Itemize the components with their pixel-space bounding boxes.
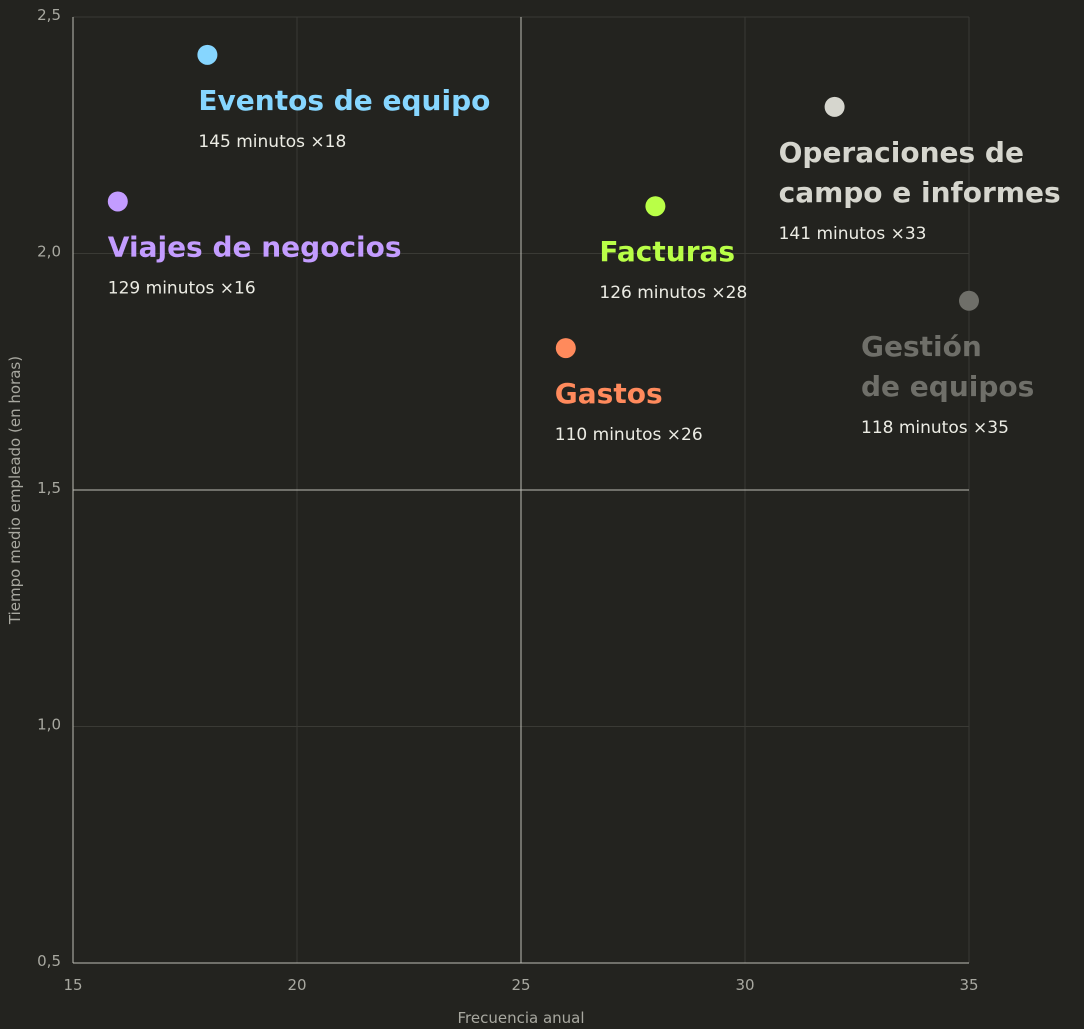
y-tick-label: 2,0 <box>37 243 61 261</box>
y-tick-label: 0,5 <box>37 952 61 970</box>
point-label: Viajes de negocios <box>108 230 402 263</box>
point-label: campo e informes <box>779 176 1061 209</box>
point-label: Operaciones de <box>779 136 1024 169</box>
point <box>824 96 845 117</box>
point <box>107 191 128 212</box>
point-note: 126 minutos ×28 <box>599 283 747 303</box>
point-note: 118 minutos ×35 <box>861 418 1009 438</box>
y-tick-label: 2,5 <box>37 6 61 24</box>
x-tick-label: 20 <box>287 976 306 994</box>
point-label: Gastos <box>555 377 663 410</box>
point <box>197 44 218 65</box>
x-tick-label: 35 <box>959 976 978 994</box>
point-label: Eventos de equipo <box>198 84 490 117</box>
y-tick-label: 1,5 <box>37 479 61 497</box>
y-tick-label: 1,0 <box>37 716 61 734</box>
point-label: Facturas <box>599 235 735 268</box>
x-tick-label: 30 <box>735 976 754 994</box>
point-note: 129 minutos ×16 <box>108 278 256 298</box>
point-note: 110 minutos ×26 <box>555 425 703 445</box>
point-label: de equipos <box>861 370 1034 403</box>
point <box>959 290 979 311</box>
point-note: 141 minutos ×33 <box>779 224 927 244</box>
x-tick-label: 25 <box>511 976 530 994</box>
x-tick-label: 15 <box>63 976 82 994</box>
point-label: Gestión <box>861 330 982 363</box>
point <box>555 338 576 359</box>
y-axis-label: Tiempo medio empleado (en horas) <box>6 356 24 625</box>
point-note: 145 minutos ×18 <box>198 132 346 152</box>
point <box>645 196 666 217</box>
x-axis-label: Frecuencia anual <box>457 1009 584 1027</box>
